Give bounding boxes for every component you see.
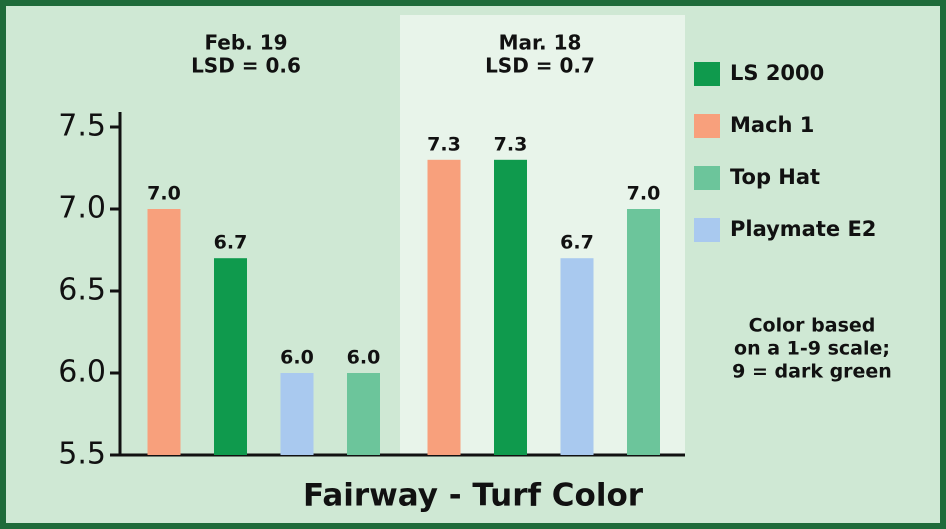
legend-swatch (694, 114, 720, 138)
annotation: Color based (749, 315, 876, 337)
value-label: 6.0 (280, 347, 314, 369)
value-label: 6.7 (214, 232, 248, 254)
legend-swatch (694, 166, 720, 190)
y-tick-label: 6.5 (58, 273, 106, 308)
group-label: Mar. 18 (499, 31, 582, 55)
bar (494, 159, 527, 456)
y-tick-label: 7.5 (58, 109, 106, 144)
group-note: LSD = 0.6 (191, 54, 301, 78)
bar (214, 258, 247, 455)
y-tick-label: 6.0 (58, 355, 106, 390)
value-label: 7.0 (627, 183, 661, 205)
legend-swatch (694, 218, 720, 242)
chart-title: Fairway - Turf Color (303, 478, 644, 514)
value-label: 7.0 (147, 183, 181, 205)
value-label: 7.3 (427, 133, 461, 155)
bar (280, 373, 314, 455)
annotation: on a 1-9 scale; (734, 338, 890, 360)
legend-label: Playmate E2 (730, 217, 876, 241)
y-tick-label: 7.0 (58, 191, 106, 226)
value-label: 6.7 (560, 232, 594, 254)
value-label: 6.0 (347, 347, 381, 369)
annotation: 9 = dark green (732, 361, 892, 383)
group-label: Feb. 19 (204, 31, 287, 55)
bar (427, 159, 461, 456)
legend-label: Mach 1 (730, 113, 814, 137)
legend-label: Top Hat (730, 165, 820, 189)
legend-swatch (694, 62, 720, 86)
legend-label: LS 2000 (730, 61, 824, 85)
value-label: 7.3 (494, 133, 528, 155)
bar (347, 373, 380, 455)
group-note: LSD = 0.7 (485, 54, 595, 78)
bar (627, 209, 660, 455)
y-tick-label: 5.5 (58, 437, 106, 472)
bar (560, 258, 594, 455)
bar (147, 209, 181, 455)
